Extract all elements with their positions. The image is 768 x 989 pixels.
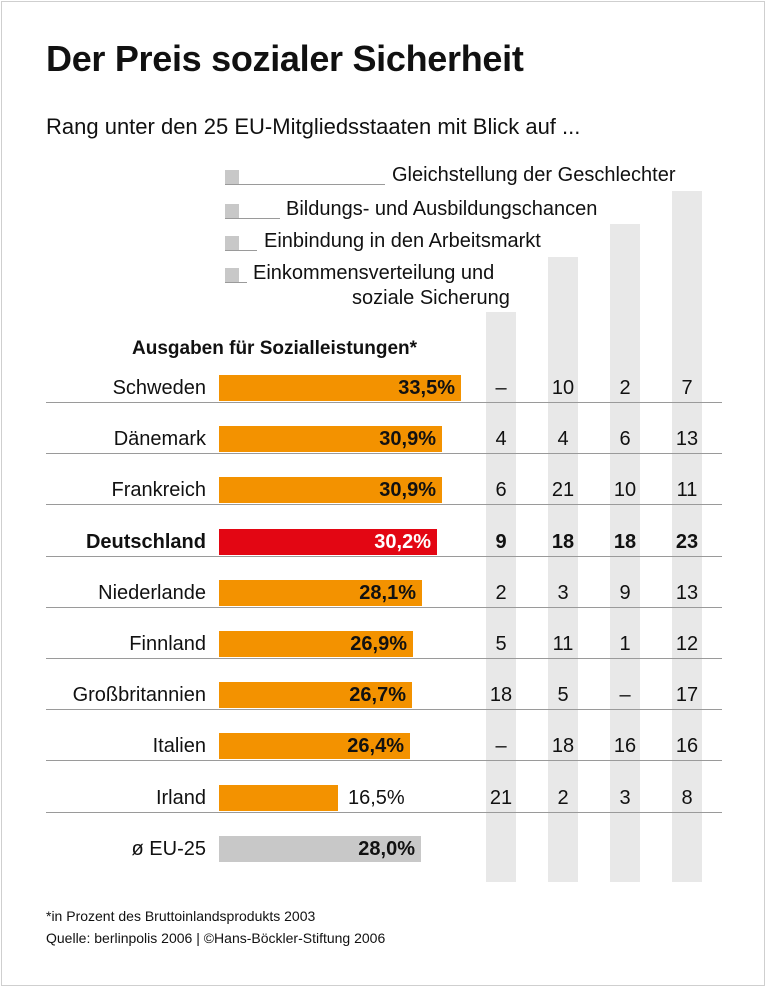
legend-label-income-line2: soziale Sicherung bbox=[352, 287, 510, 309]
rank-labour: 10 bbox=[613, 479, 637, 502]
rank-labour: 3 bbox=[619, 786, 631, 809]
rank-education: 18 bbox=[551, 735, 575, 758]
rank-gender: 21 bbox=[489, 786, 513, 809]
rank-income: 11 bbox=[676, 479, 698, 502]
chart-subtitle: Rang unter den 25 EU-Mitgliedsstaaten mi… bbox=[46, 114, 581, 139]
legend-swatch-labour bbox=[225, 236, 239, 250]
bar-value-label: 28,1% bbox=[359, 581, 416, 604]
rank-income: 13 bbox=[675, 428, 699, 451]
bar bbox=[219, 784, 338, 811]
bar-axis-header: Ausgaben für Sozialleistungen* bbox=[132, 338, 418, 359]
legend-label-gender: Gleichstellung der Geschlechter bbox=[392, 164, 676, 186]
rank-column-band-labour bbox=[610, 224, 640, 882]
bar-value-label: 26,9% bbox=[350, 633, 407, 655]
category-label: Großbritannien bbox=[72, 684, 206, 707]
rank-income: 17 bbox=[675, 684, 699, 707]
row-separator bbox=[46, 555, 722, 557]
rank-income: 7 bbox=[681, 377, 693, 399]
rank-education: 5 bbox=[557, 684, 569, 707]
bar-value-label: 33,5% bbox=[398, 377, 455, 399]
category-label: Niederlande bbox=[98, 581, 206, 604]
legend-label-income: Einkommensverteilung und bbox=[253, 262, 495, 284]
category-label: Dänemark bbox=[113, 428, 206, 451]
rank-education: 11 bbox=[552, 633, 574, 655]
row-separator bbox=[46, 760, 722, 762]
rank-column-band-education bbox=[548, 257, 578, 882]
rank-labour: 2 bbox=[619, 377, 631, 399]
row-separator bbox=[46, 658, 722, 659]
rank-labour: – bbox=[619, 684, 631, 707]
bar bbox=[219, 375, 461, 401]
row-separator bbox=[46, 453, 722, 455]
rank-labour: 6 bbox=[619, 428, 631, 451]
bar bbox=[219, 528, 437, 555]
category-label: Irland bbox=[155, 786, 206, 809]
bar bbox=[219, 733, 410, 760]
rank-income: 16 bbox=[675, 735, 699, 758]
rank-education: 21 bbox=[551, 479, 575, 502]
footnote: *in Prozent des Bruttoinlandsprodukts 20… bbox=[46, 908, 316, 924]
rank-gender: 5 bbox=[495, 633, 507, 655]
rank-column-band-income bbox=[486, 312, 516, 882]
rank-labour: 18 bbox=[613, 530, 637, 553]
chart-title: Der Preis sozialer Sicherheit bbox=[46, 38, 524, 79]
rank-labour: 1 bbox=[619, 633, 631, 655]
bar bbox=[219, 682, 412, 709]
rank-gender: – bbox=[495, 735, 507, 758]
rank-education: 3 bbox=[557, 581, 569, 604]
category-label: Italien bbox=[152, 735, 206, 758]
legend-swatch-education bbox=[225, 204, 239, 218]
bar bbox=[219, 631, 413, 657]
bar-value-label: 16,5% bbox=[348, 786, 405, 809]
rank-education: 10 bbox=[551, 377, 575, 399]
bar-value-label: 26,7% bbox=[349, 684, 406, 707]
bar-value-label: 28,0% bbox=[358, 837, 415, 860]
rank-gender: 2 bbox=[495, 581, 507, 604]
bar-value-label: 30,2% bbox=[374, 530, 431, 553]
bar bbox=[219, 477, 442, 504]
bar bbox=[219, 835, 421, 862]
rank-gender: 9 bbox=[495, 530, 507, 553]
source-note: Quelle: berlinpolis 2006 | ©Hans-Böckler… bbox=[46, 930, 386, 946]
legend-line-income bbox=[225, 282, 247, 283]
rank-column-band-gender bbox=[672, 191, 702, 882]
legend-line-gender bbox=[225, 184, 385, 185]
legend-swatch-gender bbox=[225, 170, 239, 184]
row-separator bbox=[46, 402, 722, 403]
legend-label-labour: Einbindung in den Arbeitsmarkt bbox=[264, 230, 541, 252]
category-label: ø EU-25 bbox=[131, 837, 206, 860]
legend-line-education bbox=[225, 218, 280, 219]
rank-labour: 9 bbox=[619, 581, 631, 604]
category-label: Deutschland bbox=[85, 530, 206, 553]
rank-gender: 6 bbox=[495, 479, 507, 502]
rank-gender: – bbox=[495, 377, 507, 399]
rank-income: 8 bbox=[681, 786, 693, 809]
category-label: Schweden bbox=[112, 377, 206, 399]
bar-value-label: 26,4% bbox=[347, 735, 404, 758]
rank-education: 4 bbox=[557, 428, 569, 451]
rank-labour: 16 bbox=[613, 735, 637, 758]
row-separator bbox=[46, 709, 722, 711]
bar bbox=[219, 426, 442, 453]
bar bbox=[219, 579, 422, 606]
rank-gender: 18 bbox=[489, 684, 513, 707]
row-separator bbox=[46, 811, 722, 813]
category-label: Frankreich bbox=[111, 479, 206, 502]
category-label: Finnland bbox=[129, 633, 206, 655]
bar-value-label: 30,9% bbox=[379, 428, 436, 451]
rank-education: 2 bbox=[557, 786, 569, 809]
bar-value-label: 30,9% bbox=[379, 479, 436, 502]
row-separator bbox=[46, 606, 722, 608]
row-separator bbox=[46, 504, 722, 506]
legend-swatch-income bbox=[225, 268, 239, 282]
rank-income: 12 bbox=[675, 633, 699, 655]
rank-income: 23 bbox=[675, 530, 699, 553]
legend-label-education: Bildungs- und Ausbildungschancen bbox=[286, 198, 598, 220]
rank-gender: 4 bbox=[495, 428, 507, 451]
rank-income: 13 bbox=[675, 581, 699, 604]
rank-education: 18 bbox=[551, 530, 575, 553]
legend-line-labour bbox=[225, 250, 257, 251]
